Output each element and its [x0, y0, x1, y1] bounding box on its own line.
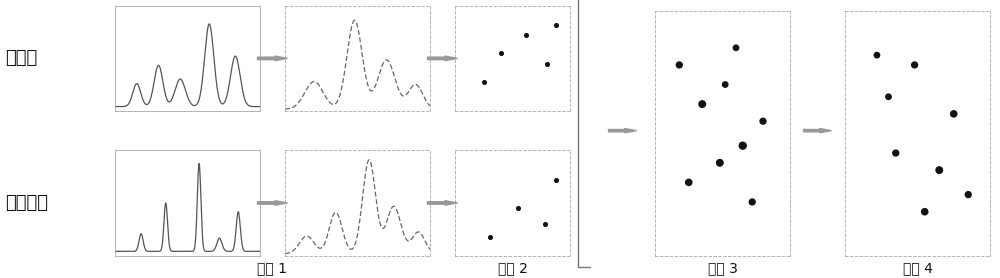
FancyArrow shape [257, 201, 288, 205]
FancyArrow shape [804, 128, 832, 133]
FancyArrow shape [428, 201, 458, 205]
Text: 步骤 3: 步骤 3 [708, 261, 737, 275]
FancyArrow shape [428, 56, 458, 61]
FancyArrow shape [257, 56, 288, 61]
Text: 步骤 2: 步骤 2 [498, 261, 527, 275]
Text: 待识别谱: 待识别谱 [5, 194, 48, 212]
Text: 步骤 1: 步骤 1 [257, 261, 287, 275]
FancyArrow shape [608, 128, 637, 133]
Text: 参考谱: 参考谱 [5, 49, 37, 67]
Text: 步骤 4: 步骤 4 [903, 261, 932, 275]
